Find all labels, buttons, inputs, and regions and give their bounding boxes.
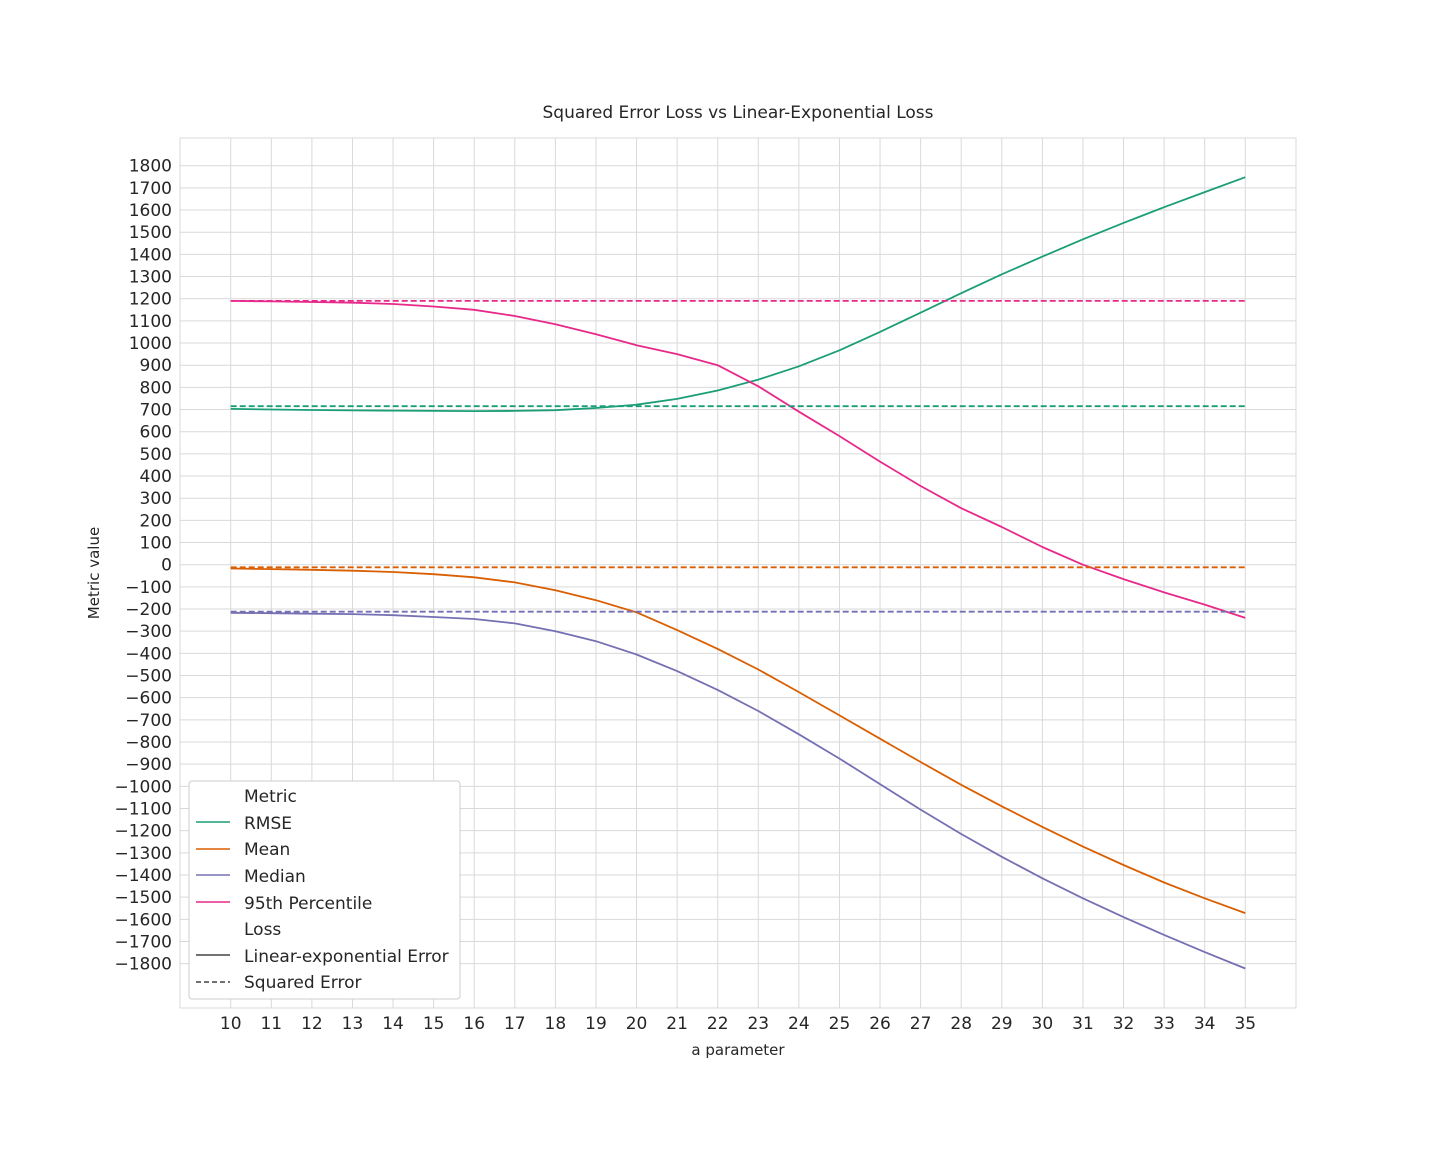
chart-title: Squared Error Loss vs Linear-Exponential… xyxy=(543,103,934,123)
y-tick-labels: 1800170016001500140013001200110010009008… xyxy=(114,157,172,975)
y-tick-label: −100 xyxy=(125,578,172,598)
x-tick-label: 14 xyxy=(382,1014,404,1034)
x-tick-label: 23 xyxy=(747,1014,769,1034)
y-tick-label: 1600 xyxy=(129,201,172,221)
x-tick-label: 17 xyxy=(504,1014,526,1034)
y-tick-label: 1400 xyxy=(129,245,172,265)
y-tick-label: 1200 xyxy=(129,290,172,310)
x-tick-label: 10 xyxy=(220,1014,242,1034)
y-tick-label: −1300 xyxy=(114,844,172,864)
legend: Metric RMSE Mean Median 95th Percentile … xyxy=(188,780,461,1000)
legend-metric-header: Metric xyxy=(244,787,297,807)
y-tick-label: −1800 xyxy=(114,955,172,975)
y-tick-label: 1300 xyxy=(129,268,172,288)
y-tick-label: 1100 xyxy=(129,312,172,332)
x-tick-labels: 10 11 12 13 14 15 16 17 18 19 20 21 22 23 24 25 26 27 28 29… xyxy=(220,1014,1256,1034)
x-tick-label: 28 xyxy=(950,1014,972,1034)
y-tick-label: −1400 xyxy=(114,866,172,886)
y-tick-label: −1600 xyxy=(114,910,172,930)
y-tick-label: 700 xyxy=(140,401,172,421)
x-tick-label: 11 xyxy=(260,1014,282,1034)
x-tick-label: 24 xyxy=(788,1014,810,1034)
y-tick-label: −700 xyxy=(125,711,172,731)
y-tick-label: −300 xyxy=(125,622,172,642)
y-axis-label: Metric value xyxy=(85,527,103,619)
y-tick-label: 1500 xyxy=(129,223,172,243)
y-tick-label: 600 xyxy=(140,423,172,443)
x-tick-label: 31 xyxy=(1072,1014,1094,1034)
y-tick-label: 1800 xyxy=(129,157,172,177)
y-tick-label: −1500 xyxy=(114,888,172,908)
legend-label-95th-percentile: 95th Percentile xyxy=(244,894,372,914)
x-tick-label: 22 xyxy=(707,1014,729,1034)
x-tick-label: 21 xyxy=(666,1014,688,1034)
y-tick-label: 300 xyxy=(140,489,172,509)
y-tick-label: −200 xyxy=(125,600,172,620)
y-tick-label: −1700 xyxy=(114,933,172,953)
x-tick-label: 29 xyxy=(991,1014,1013,1034)
x-tick-label: 19 xyxy=(585,1014,607,1034)
y-tick-label: −1100 xyxy=(114,800,172,820)
legend-box xyxy=(188,780,461,1000)
legend-label-squared-error: Squared Error xyxy=(244,973,361,993)
series-line-mean-linear-exponential-error xyxy=(230,567,1246,914)
x-tick-label: 16 xyxy=(463,1014,485,1034)
y-tick-label: 0 xyxy=(161,556,172,576)
legend-label-median: Median xyxy=(244,867,306,887)
y-tick-label: 500 xyxy=(140,445,172,465)
x-tick-label: 30 xyxy=(1032,1014,1054,1034)
y-tick-label: 1000 xyxy=(129,334,172,354)
y-tick-label: −500 xyxy=(125,667,172,687)
x-tick-label: 12 xyxy=(301,1014,323,1034)
y-tick-label: −1200 xyxy=(114,822,172,842)
x-tick-label: 34 xyxy=(1194,1014,1216,1034)
x-tick-label: 25 xyxy=(829,1014,851,1034)
y-tick-label: −900 xyxy=(125,755,172,775)
legend-loss-header: Loss xyxy=(244,920,281,940)
y-tick-label: −600 xyxy=(125,689,172,709)
x-tick-label: 13 xyxy=(342,1014,364,1034)
y-tick-label: −800 xyxy=(125,733,172,753)
x-tick-label: 32 xyxy=(1113,1014,1135,1034)
y-tick-label: 200 xyxy=(140,511,172,531)
series-line-median-linear-exponential-error xyxy=(230,611,1246,970)
series-line-95th-percentile-linear-exponential-error xyxy=(230,300,1246,619)
y-tick-label: −1000 xyxy=(114,777,172,797)
x-tick-label: 18 xyxy=(545,1014,567,1034)
x-tick-label: 27 xyxy=(910,1014,932,1034)
series-layer xyxy=(230,176,1246,970)
x-tick-label: 15 xyxy=(423,1014,445,1034)
x-tick-label: 26 xyxy=(869,1014,891,1034)
y-tick-label: 900 xyxy=(140,356,172,376)
legend-label-linear-exponential: Linear-exponential Error xyxy=(244,947,449,967)
legend-label-mean: Mean xyxy=(244,840,290,860)
legend-label-rmse: RMSE xyxy=(244,814,292,834)
y-tick-label: 800 xyxy=(140,378,172,398)
x-tick-label: 33 xyxy=(1153,1014,1175,1034)
y-tick-label: −400 xyxy=(125,644,172,664)
series-line-rmse-linear-exponential-error xyxy=(230,176,1246,413)
y-tick-label: 100 xyxy=(140,534,172,554)
x-tick-label: 20 xyxy=(626,1014,648,1034)
x-tick-label: 35 xyxy=(1234,1014,1256,1034)
y-tick-label: 400 xyxy=(140,467,172,487)
y-tick-label: 1700 xyxy=(129,179,172,199)
x-axis-label: a parameter xyxy=(691,1041,785,1059)
